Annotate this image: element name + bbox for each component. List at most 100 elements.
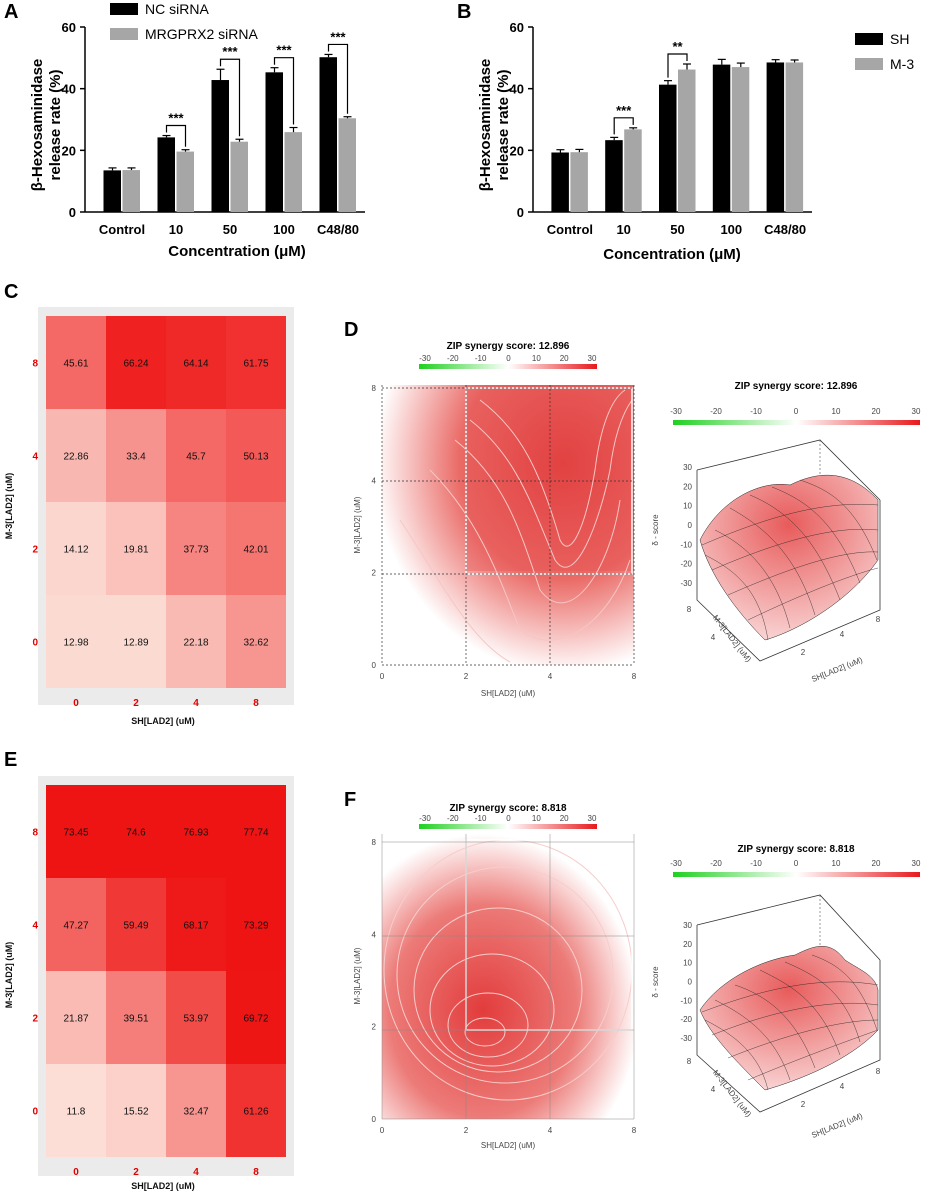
- heatmap-cell-e: [166, 1064, 226, 1157]
- heatmap-cell-e: [226, 1064, 286, 1157]
- heatmap-cell-e: [46, 785, 106, 878]
- synergy-map-f-ticks: 0 2 4 8 0 2 4 8: [372, 838, 637, 1135]
- y-axis-label-a-line2: release rate (%): [47, 70, 64, 181]
- x-tick-label-a: 100: [273, 222, 295, 237]
- colorbar-tick-label: 30: [912, 407, 921, 416]
- heatmap-y-tick-e: 4: [32, 921, 38, 932]
- surface-z-tick: 10: [683, 502, 692, 511]
- y-tick-label-b: 0: [517, 205, 524, 220]
- synergy-map-y-tick: 4: [372, 476, 377, 485]
- heatmap-cell-e: [166, 878, 226, 971]
- heatmap-cell-c: [106, 316, 166, 409]
- heatmap-cell-c: [46, 595, 106, 688]
- surface-x-tick: 2: [801, 1100, 806, 1109]
- synergy-map-y-tick: 4: [372, 930, 377, 939]
- heatmap-value-c: 12.89: [123, 638, 148, 649]
- colorbar-tick-label: 20: [872, 859, 881, 868]
- surface-3d-f-axis-ticks: 2 4 8 8 4: [687, 1057, 881, 1109]
- y-tick-label-a: 0: [69, 205, 76, 220]
- colorbar-tick-label: -30: [419, 354, 431, 363]
- bar-b-s1: [605, 140, 623, 212]
- bar-b-s1: [712, 64, 731, 212]
- x-axis-label-a: Concentration (μM): [168, 243, 306, 260]
- heatmap-y-tick-e: 8: [32, 828, 38, 839]
- heatmap-e-y-label: M-3[LAD2] (uM): [4, 942, 14, 1009]
- heatmap-value-c: 22.18: [183, 638, 208, 649]
- heatmap-c-y-label: M-3[LAD2] (uM): [4, 473, 14, 540]
- heatmap-cell-e: [226, 878, 286, 971]
- panel-a: A 0 20 40 60 *** *** *** *** Control 10 50 100 C48…: [4, 1, 365, 260]
- synergy-map-x-tick: 4: [548, 1126, 553, 1135]
- bars-a: *** *** *** ***: [103, 29, 356, 213]
- surface-y-tick: 4: [711, 633, 716, 642]
- heatmap-c-x-label: SH[LAD2] (uM): [131, 716, 195, 726]
- significance-bracket-b: [613, 117, 634, 135]
- heatmap-x-tick-e: 4: [193, 1167, 199, 1178]
- heatmap-cell-c: [106, 595, 166, 688]
- x-ticks-b: Control 10 50 100 C48/80: [547, 222, 806, 237]
- surface-z-tick: 20: [683, 940, 692, 949]
- heatmap-cell-c: [46, 502, 106, 595]
- bars-b: *****: [551, 39, 804, 213]
- heatmap-value-e: 53.97: [183, 1014, 208, 1025]
- heatmap-cell-e: [106, 971, 166, 1064]
- surface-3d-f-z-ticks: 30 20 10 0 -10 -20 -30: [680, 921, 692, 1043]
- bar-b-s1: [659, 84, 677, 212]
- heatmap-value-e: 74.6: [126, 828, 146, 839]
- heatmap-y-tick-e: 2: [32, 1014, 38, 1025]
- surface-z-tick: -20: [680, 1015, 692, 1024]
- surface-z-tick: 30: [683, 463, 692, 472]
- significance-bracket-a: [165, 124, 187, 147]
- synergy-map-x-tick: 0: [380, 672, 385, 681]
- bar-b-s2: [624, 129, 642, 212]
- colorbar-tick-label: -10: [750, 407, 762, 416]
- colorbar-f-ticks: -30 -20 -10 0 10 20 30: [419, 814, 597, 823]
- heatmap-y-tick-c: 2: [32, 545, 38, 556]
- heatmap-cell-c: [226, 595, 286, 688]
- synergy-map-y-tick: 0: [372, 661, 377, 670]
- heatmap-value-c: 12.98: [63, 638, 88, 649]
- heatmap-c-cells: 45.61 66.24 64.14 61.75 22.86 33.4 45.7 50.13 14…: [46, 316, 286, 688]
- significance-bracket-a: [219, 58, 241, 137]
- heatmap-x-tick-e: 2: [133, 1167, 139, 1178]
- colorbar-tick-label: 0: [794, 859, 799, 868]
- heatmap-cell-c: [166, 316, 226, 409]
- colorbar-tick-label: -30: [670, 407, 682, 416]
- panel-d: D ZIP synergy score: 12.896 -30 -20 -10 0 10…: [344, 319, 921, 698]
- synergy-map-f-x-label: SH[LAD2] (uM): [481, 1141, 536, 1150]
- x-tick-label-a: 50: [223, 222, 237, 237]
- panel-f: F ZIP synergy score: 8.818 -30 -20 -10 0 10 2…: [344, 789, 921, 1150]
- surface-y-tick: 4: [711, 1085, 716, 1094]
- grid-d: [381, 385, 635, 666]
- colorbar-tick-label: 20: [872, 407, 881, 416]
- bar-a-s1: [319, 57, 337, 212]
- colorbar-tick-label: 10: [832, 407, 841, 416]
- heatmap-value-c: 45.61: [63, 359, 88, 370]
- y-ticks-b: 0 20 40 60: [510, 20, 533, 220]
- heatmap-c-ticks: 8 4 2 0 0 2 4 8: [32, 359, 259, 710]
- y-axis-label-b-line2: release rate (%): [495, 70, 512, 181]
- heatmap-cell-c: [166, 409, 226, 502]
- x-ticks-a: Control 10 50 100 C48/80: [99, 222, 359, 237]
- synergy-map-x-tick: 4: [548, 672, 553, 681]
- surface-3d-f-y-label: M-3[LAD2] (uM): [711, 1068, 753, 1119]
- surface-z-tick: 20: [683, 482, 692, 491]
- surface-z-tick: 0: [688, 521, 693, 530]
- heatmap-cell-c: [106, 409, 166, 502]
- synergy-map-x-tick: 2: [464, 672, 469, 681]
- heatmap-e-ticks: 8 4 2 0 0 2 4 8: [32, 828, 259, 1179]
- colorbar-tick-label: 10: [532, 814, 541, 823]
- significance-bracket-a: [327, 43, 349, 114]
- colorbar-3d-f: [673, 872, 920, 877]
- surface-z-tick: 0: [688, 978, 693, 987]
- synergy-map-x-tick: 8: [632, 1126, 637, 1135]
- heatmap-value-c: 64.14: [183, 359, 208, 370]
- colorbar-tick-label: -10: [475, 814, 487, 823]
- panel-label-f: F: [344, 789, 356, 811]
- surface-x-tick: 8: [876, 1067, 881, 1076]
- heatmap-cell-c: [226, 502, 286, 595]
- heatmap-value-c: 14.12: [63, 545, 88, 556]
- synergy-map-x-tick: 0: [380, 1126, 385, 1135]
